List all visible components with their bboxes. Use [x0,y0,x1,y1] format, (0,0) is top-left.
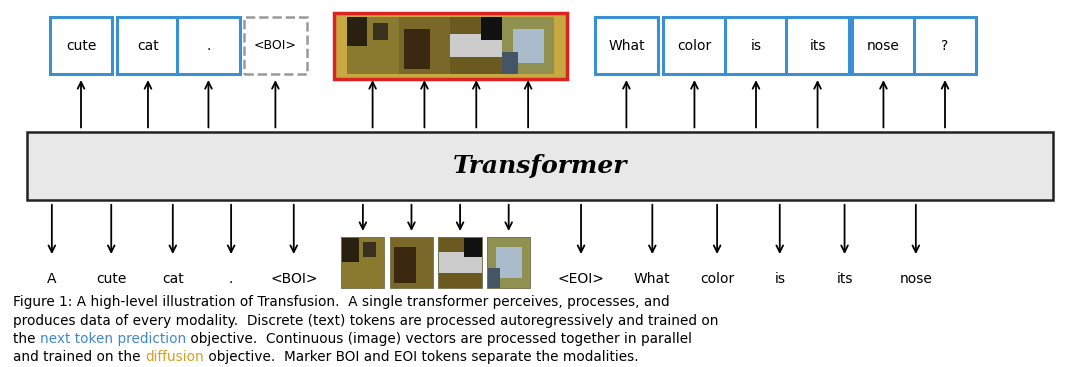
Text: next token prediction: next token prediction [40,332,186,346]
FancyBboxPatch shape [394,247,416,283]
Text: ?: ? [942,39,948,53]
Text: .: . [229,272,233,286]
FancyBboxPatch shape [464,237,482,257]
FancyBboxPatch shape [341,237,384,288]
Text: cute: cute [96,272,126,286]
Text: Transformer: Transformer [453,154,627,178]
FancyBboxPatch shape [438,237,482,288]
FancyBboxPatch shape [487,268,500,288]
Text: is: is [774,272,785,286]
FancyBboxPatch shape [347,18,367,46]
FancyBboxPatch shape [438,252,482,273]
Text: and trained on the: and trained on the [13,350,145,364]
FancyBboxPatch shape [373,23,388,40]
FancyBboxPatch shape [852,18,915,74]
FancyBboxPatch shape [450,18,502,74]
FancyBboxPatch shape [399,18,450,74]
Text: its: its [836,272,853,286]
Text: its: its [809,39,826,53]
FancyBboxPatch shape [347,18,399,74]
Text: color: color [677,39,712,53]
Text: objective.  Continuous (image) vectors are processed together in parallel: objective. Continuous (image) vectors ar… [186,332,692,346]
FancyBboxPatch shape [450,34,502,57]
Text: color: color [700,272,734,286]
Text: Figure 1: A high-level illustration of Transfusion.  A single transformer percei: Figure 1: A high-level illustration of T… [13,295,670,309]
Text: cat: cat [137,39,159,53]
Text: nose: nose [900,272,932,286]
Text: diffusion: diffusion [145,350,204,364]
Text: the: the [13,332,40,346]
FancyBboxPatch shape [341,237,359,262]
Text: nose: nose [867,39,900,53]
Text: <BOI>: <BOI> [254,39,297,52]
FancyBboxPatch shape [482,18,502,40]
FancyBboxPatch shape [50,18,112,74]
Text: cute: cute [66,39,96,53]
FancyBboxPatch shape [177,18,240,74]
Text: <BOI>: <BOI> [270,272,318,286]
FancyBboxPatch shape [914,18,976,74]
FancyBboxPatch shape [496,247,522,278]
FancyBboxPatch shape [390,237,433,288]
FancyBboxPatch shape [663,18,726,74]
FancyBboxPatch shape [487,237,530,288]
Text: <EOI>: <EOI> [557,272,605,286]
FancyBboxPatch shape [786,18,849,74]
Text: What: What [634,272,671,286]
FancyBboxPatch shape [725,18,787,74]
Text: cat: cat [162,272,184,286]
Text: is: is [751,39,761,53]
FancyBboxPatch shape [404,29,430,69]
Text: .: . [206,39,211,53]
FancyBboxPatch shape [363,242,376,257]
Text: What: What [608,39,645,53]
Text: A: A [48,272,56,286]
Text: objective.  Marker BOI and EOI tokens separate the modalities.: objective. Marker BOI and EOI tokens sep… [204,350,638,364]
Text: produces data of every modality.  Discrete (text) tokens are processed autoregre: produces data of every modality. Discret… [13,314,718,328]
FancyBboxPatch shape [502,52,517,74]
FancyBboxPatch shape [595,18,658,74]
FancyBboxPatch shape [244,18,307,74]
FancyBboxPatch shape [334,13,567,79]
FancyBboxPatch shape [513,29,543,63]
FancyBboxPatch shape [502,18,554,74]
FancyBboxPatch shape [117,18,179,74]
FancyBboxPatch shape [27,132,1053,200]
